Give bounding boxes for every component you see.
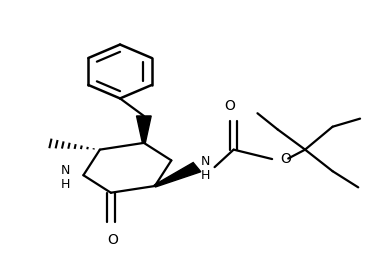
Text: N
H: N H bbox=[201, 155, 210, 182]
Polygon shape bbox=[137, 116, 151, 143]
Polygon shape bbox=[154, 163, 201, 187]
Text: N
H: N H bbox=[60, 164, 70, 191]
Text: O: O bbox=[225, 99, 235, 113]
Text: O: O bbox=[280, 152, 291, 166]
Text: O: O bbox=[108, 233, 119, 247]
